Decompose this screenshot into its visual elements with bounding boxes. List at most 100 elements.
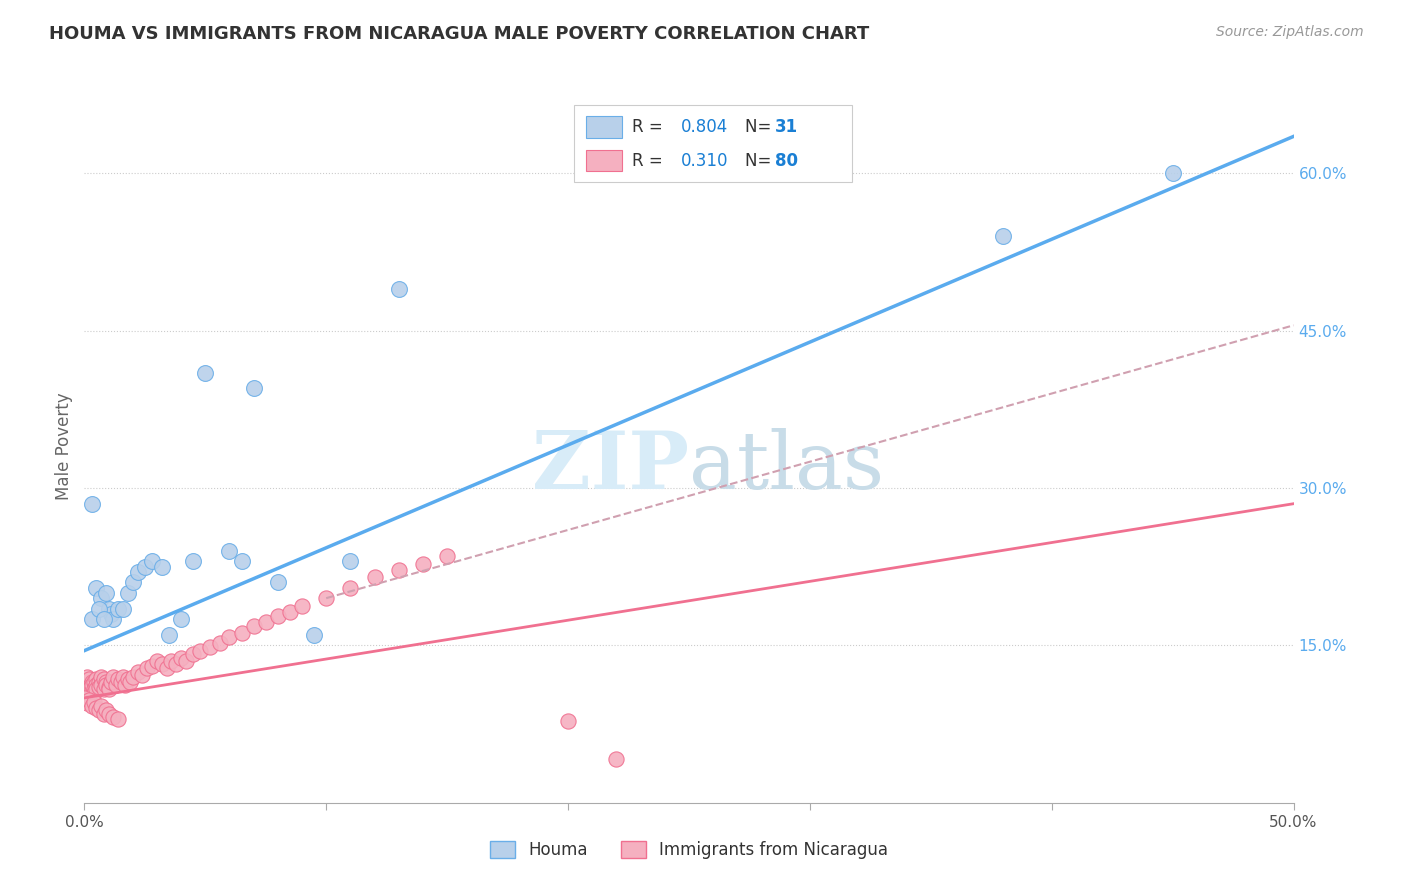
Legend: Houma, Immigrants from Nicaragua: Houma, Immigrants from Nicaragua [484, 834, 894, 866]
Point [218, 544, 240, 558]
Point [77, 681, 100, 695]
Point [120, 675, 142, 690]
Point [112, 601, 135, 615]
Point [605, 752, 627, 766]
Point [136, 661, 159, 675]
Point [87, 703, 110, 717]
Point [141, 659, 163, 673]
Point [146, 654, 169, 668]
Point [174, 654, 197, 668]
Point [86, 678, 108, 692]
Point [90, 678, 112, 692]
Point [231, 554, 253, 568]
Point [267, 575, 290, 590]
Point [97, 681, 120, 695]
Point [993, 229, 1015, 244]
Point [117, 586, 139, 600]
Point [388, 282, 411, 296]
Point [83, 695, 105, 709]
Point [76, 681, 98, 695]
FancyBboxPatch shape [586, 116, 623, 137]
Point [77, 672, 100, 686]
Point [93, 672, 115, 686]
Point [83, 675, 105, 690]
Point [117, 672, 139, 686]
Text: 80: 80 [775, 152, 797, 169]
Point [160, 654, 183, 668]
Point [80, 497, 103, 511]
Point [208, 636, 231, 650]
Text: Source: ZipAtlas.com: Source: ZipAtlas.com [1216, 25, 1364, 39]
Text: R =: R = [633, 118, 668, 136]
Point [1161, 166, 1184, 180]
Point [242, 619, 264, 633]
Point [80, 678, 103, 692]
Point [388, 563, 411, 577]
Point [127, 665, 149, 679]
Text: R =: R = [633, 152, 668, 169]
Point [165, 657, 187, 672]
Point [242, 381, 264, 395]
Point [100, 675, 122, 690]
Text: 31: 31 [775, 118, 799, 136]
Point [104, 678, 127, 692]
Point [436, 549, 458, 564]
Point [302, 628, 325, 642]
Point [93, 612, 115, 626]
Point [181, 647, 204, 661]
Text: ZIP: ZIP [531, 428, 689, 507]
Point [90, 670, 112, 684]
Text: 0.310: 0.310 [681, 152, 728, 169]
Point [87, 681, 110, 695]
Point [278, 605, 301, 619]
Point [93, 706, 115, 721]
Point [97, 706, 120, 721]
Point [73, 682, 96, 697]
Point [76, 670, 98, 684]
Point [127, 565, 149, 579]
Point [83, 682, 105, 697]
Point [107, 601, 129, 615]
Point [90, 591, 112, 606]
Point [267, 609, 290, 624]
Point [107, 672, 129, 686]
Point [103, 612, 125, 626]
Point [112, 670, 135, 684]
Point [131, 667, 153, 681]
FancyBboxPatch shape [586, 150, 623, 171]
Y-axis label: Male Poverty: Male Poverty [55, 392, 73, 500]
Point [141, 554, 163, 568]
Point [86, 581, 108, 595]
Point [110, 675, 132, 690]
Point [150, 559, 173, 574]
Point [103, 710, 125, 724]
Point [170, 651, 193, 665]
Text: HOUMA VS IMMIGRANTS FROM NICARAGUA MALE POVERTY CORRELATION CHART: HOUMA VS IMMIGRANTS FROM NICARAGUA MALE … [49, 25, 869, 43]
Point [339, 554, 361, 568]
Point [77, 693, 100, 707]
Point [134, 559, 156, 574]
Point [97, 601, 120, 615]
Point [94, 678, 117, 692]
Point [94, 703, 117, 717]
Point [218, 630, 240, 644]
Point [80, 612, 103, 626]
Point [557, 714, 579, 728]
Point [150, 657, 173, 672]
Point [181, 554, 204, 568]
Point [157, 628, 180, 642]
Point [76, 685, 98, 699]
Point [83, 685, 105, 699]
Point [315, 591, 337, 606]
Point [121, 670, 143, 684]
Point [77, 682, 100, 697]
Point [73, 675, 96, 690]
Point [254, 615, 277, 630]
Point [94, 675, 117, 690]
Text: 0.804: 0.804 [681, 118, 728, 136]
Point [90, 699, 112, 714]
Point [86, 682, 108, 697]
Point [363, 570, 385, 584]
Point [114, 678, 136, 692]
Point [170, 612, 193, 626]
